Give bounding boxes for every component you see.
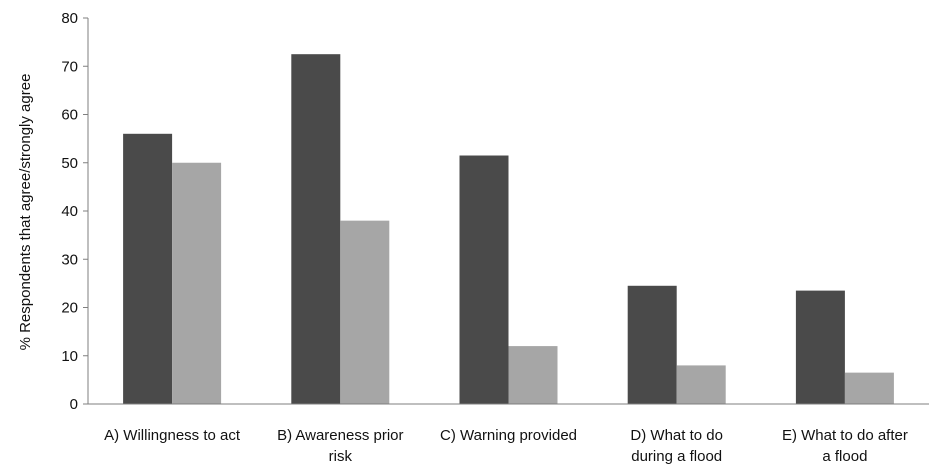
- y-tick-label: 30: [61, 251, 78, 268]
- category-label-line: during a flood: [631, 448, 722, 465]
- bar-series-2: [340, 220, 390, 404]
- category-label-line: A) Willingness to act: [104, 427, 241, 444]
- bar-series-2: [508, 346, 558, 404]
- category-label: D) What to do during a flood: [630, 427, 723, 465]
- category-label-line: D) What to do: [630, 427, 723, 444]
- y-tick-label: 60: [61, 107, 78, 124]
- y-axis-ticks: 0 10 20 30 40 50 60 70 80: [61, 10, 88, 413]
- bar-series-1: [795, 290, 845, 404]
- bar-series-2: [844, 372, 894, 404]
- category-label-line: risk: [329, 448, 353, 465]
- category-label: E) What to do after a flood: [782, 427, 908, 465]
- bar-series-1: [123, 133, 173, 405]
- bars: [123, 54, 894, 405]
- category-label: A) Willingness to act: [104, 427, 241, 444]
- y-tick-label: 40: [61, 203, 78, 220]
- category-label: C) Warning provided: [440, 427, 577, 444]
- y-tick-label: 0: [70, 396, 78, 413]
- y-tick-label: 20: [61, 300, 78, 317]
- bar-series-1: [291, 54, 341, 404]
- category-label-line: E) What to do after: [782, 427, 908, 444]
- y-tick-label: 70: [61, 58, 78, 75]
- category-label-line: B) Awareness prior: [277, 427, 403, 444]
- category-labels: A) Willingness to act B) Awareness prior r…: [104, 427, 908, 465]
- category-label-line: a flood: [822, 448, 867, 465]
- bar-series-2: [676, 365, 726, 404]
- category-label: B) Awareness prior risk: [277, 427, 403, 465]
- bar-series-1: [459, 155, 509, 404]
- y-tick-label: 80: [61, 10, 78, 27]
- category-label-line: C) Warning provided: [440, 427, 577, 444]
- bar-series-2: [172, 162, 222, 404]
- y-tick-label: 50: [61, 155, 78, 172]
- y-axis-label: % Respondents that agree/strongly agree: [17, 74, 34, 351]
- bar-series-1: [627, 285, 677, 404]
- y-tick-label: 10: [61, 348, 78, 365]
